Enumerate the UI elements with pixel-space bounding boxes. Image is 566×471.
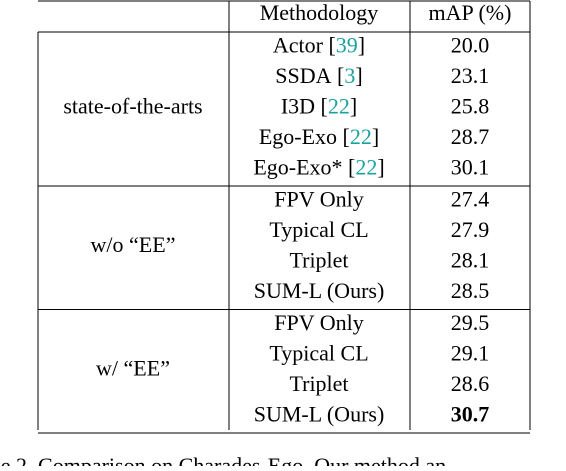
method-name: Typical CL xyxy=(269,217,368,242)
cite-bracket: ] xyxy=(350,93,357,118)
citation: 22 xyxy=(328,93,350,118)
map-cell: 30.7 xyxy=(451,401,490,426)
method-name: SUM-L (Ours) xyxy=(254,278,385,303)
method-cell: I3D [22] xyxy=(281,93,357,118)
method-name: FPV Only xyxy=(274,310,363,335)
cite-bracket: [ xyxy=(337,124,350,149)
method-name: Actor xyxy=(273,32,324,57)
method-name: Ego-Exo* xyxy=(253,154,342,179)
map-cell: 28.5 xyxy=(451,278,490,303)
method-cell: FPV Only xyxy=(274,186,363,211)
method-name: Typical CL xyxy=(269,340,368,365)
cite-bracket: [ xyxy=(343,154,356,179)
method-cell: Ego-Exo [22] xyxy=(259,124,379,149)
map-cell: 28.7 xyxy=(451,124,490,149)
cite-bracket: ] xyxy=(358,32,365,57)
method-cell: Ego-Exo* [22] xyxy=(253,154,384,179)
caption: Table 2. Comparison on Charades-Ego. Our… xyxy=(0,453,446,466)
method-cell: SSDA [3] xyxy=(275,63,362,88)
cite-bracket: [ xyxy=(323,32,336,57)
map-cell: 23.1 xyxy=(451,63,490,88)
method-cell: SUM-L (Ours) xyxy=(254,278,385,303)
map-cell: 30.1 xyxy=(451,154,490,179)
method-name: I3D xyxy=(281,93,315,118)
map-cell: 28.6 xyxy=(451,371,490,396)
group-label: w/o “EE” xyxy=(91,232,176,257)
map-cell: 29.5 xyxy=(451,310,490,335)
group-label: state-of-the-arts xyxy=(63,93,202,118)
citation: 22 xyxy=(355,154,377,179)
method-cell: Triplet xyxy=(289,247,348,272)
citation: 3 xyxy=(344,63,355,88)
cite-bracket: [ xyxy=(332,63,345,88)
method-cell: FPV Only xyxy=(274,310,363,335)
map-cell: 29.1 xyxy=(451,340,490,365)
cite-bracket: ] xyxy=(355,63,362,88)
method-cell: Typical CL xyxy=(269,217,368,242)
method-name: Ego-Exo xyxy=(259,124,337,149)
method-cell: Actor [39] xyxy=(273,32,365,57)
map-cell: 27.9 xyxy=(451,217,490,242)
method-cell: Typical CL xyxy=(269,340,368,365)
cite-bracket: ] xyxy=(372,124,379,149)
method-cell: Triplet xyxy=(289,371,348,396)
cite-bracket: [ xyxy=(315,93,328,118)
map-cell: 25.8 xyxy=(451,93,490,118)
method-name: Triplet xyxy=(289,371,348,396)
cite-bracket: ] xyxy=(377,154,384,179)
citation: 22 xyxy=(350,124,372,149)
method-name: Triplet xyxy=(289,247,348,272)
map-cell: 27.4 xyxy=(451,186,490,211)
method-cell: SUM-L (Ours) xyxy=(254,401,385,426)
citation: 39 xyxy=(336,32,358,57)
group-label: w/ “EE” xyxy=(96,356,170,381)
method-name: SSDA xyxy=(275,63,331,88)
map-cell: 28.1 xyxy=(451,247,490,272)
map-cell: 20.0 xyxy=(451,32,490,57)
method-name: SUM-L (Ours) xyxy=(254,401,385,426)
header-cell: mAP (%) xyxy=(429,0,512,25)
header-cell: Methodology xyxy=(260,0,379,25)
method-name: FPV Only xyxy=(274,186,363,211)
